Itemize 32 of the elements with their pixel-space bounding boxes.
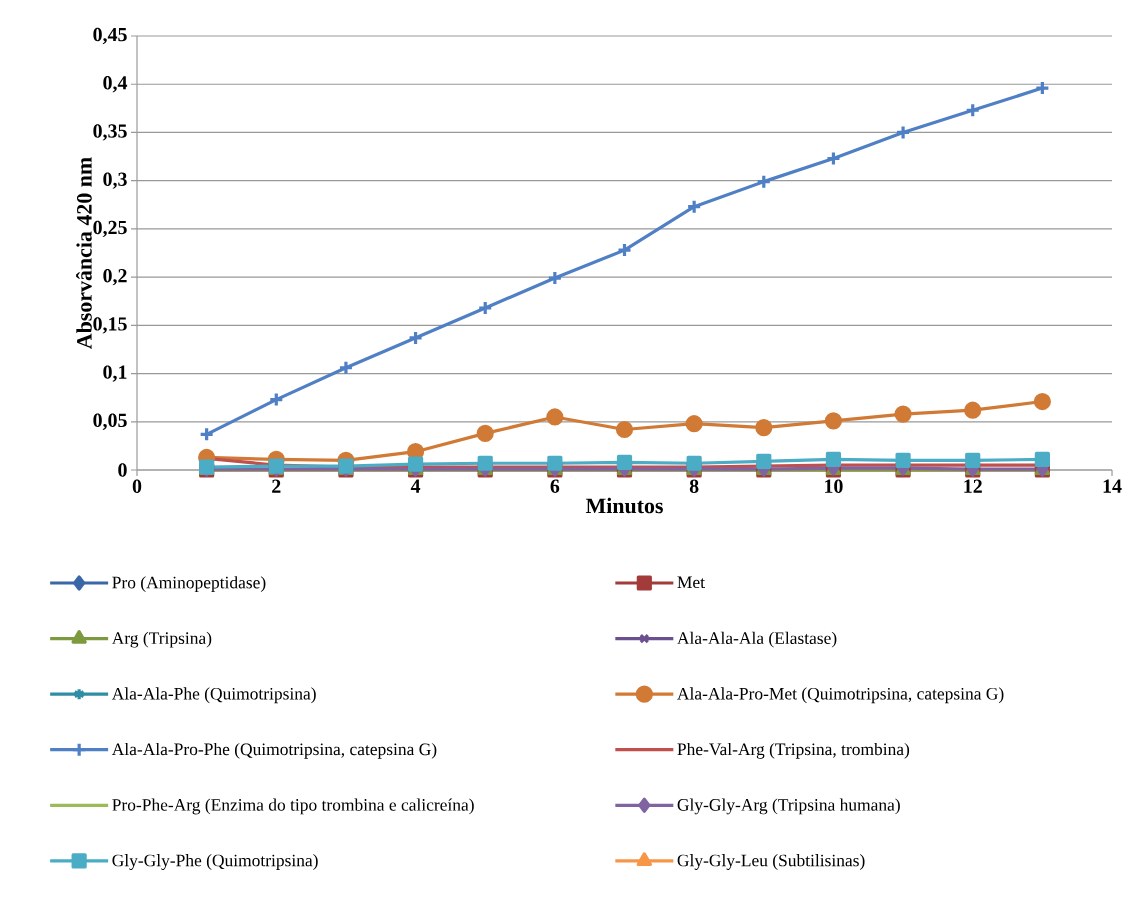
x-tick-label: 4 xyxy=(410,479,421,493)
y-tick-label: 0,2 xyxy=(103,268,127,286)
x-tick-label: 10 xyxy=(825,479,843,493)
x-tick-label: 12 xyxy=(964,479,982,493)
y-tick-label: 0,15 xyxy=(93,317,127,334)
legend-label: Met xyxy=(677,576,705,589)
x-tick-label: 6 xyxy=(550,479,560,493)
legend-label: Pro-Phe-Arg (Enzima do tipo trombina e calicreína) xyxy=(112,798,474,815)
legend-label: Gly-Gly-Leu (Subtilisinas) xyxy=(677,854,865,870)
y-tick-label: 0,45 xyxy=(93,27,127,45)
y-tick-label: 0,05 xyxy=(93,413,127,430)
y-tick-label: 0,35 xyxy=(93,124,127,141)
x-tick-label: 0 xyxy=(132,479,142,493)
y-tick-label: 0,3 xyxy=(103,172,127,189)
legend-label: Ala-Ala-Phe (Quimotripsina) xyxy=(111,687,316,704)
x-axis-title: Minutos xyxy=(585,497,663,514)
legend-label: Gly-Gly-Phe (Quimotripsina) xyxy=(112,854,318,870)
y-tick-label: 0 xyxy=(118,463,127,477)
y-tick-label: 0,25 xyxy=(93,220,127,238)
legend-label: Phe-Val-Arg (Tripsina, trombina) xyxy=(677,742,910,759)
legend-label: Arg (Tripsina) xyxy=(111,631,212,648)
y-tick-label: 0,1 xyxy=(103,365,127,382)
x-tick-label: 2 xyxy=(272,479,281,493)
legend-label: Pro (Aminopeptidase) xyxy=(112,576,266,592)
x-tick-label: 8 xyxy=(689,479,699,493)
legend-label: Ala-Ala-Ala (Elastase) xyxy=(677,631,837,648)
y-tick-label: 0,4 xyxy=(103,76,128,93)
legend-label: Gly-Gly-Arg (Tripsina humana) xyxy=(677,798,900,815)
y-axis-title: Absorvância 420 nm xyxy=(76,157,92,349)
legend-label: Ala-Ala-Pro-Phe (Quimotripsina, catepsina G) xyxy=(111,742,437,759)
x-tick-label: 14 xyxy=(1103,479,1122,493)
legend-label: Ala-Ala-Pro-Met (Quimotripsina, catepsina G) xyxy=(677,687,1004,704)
